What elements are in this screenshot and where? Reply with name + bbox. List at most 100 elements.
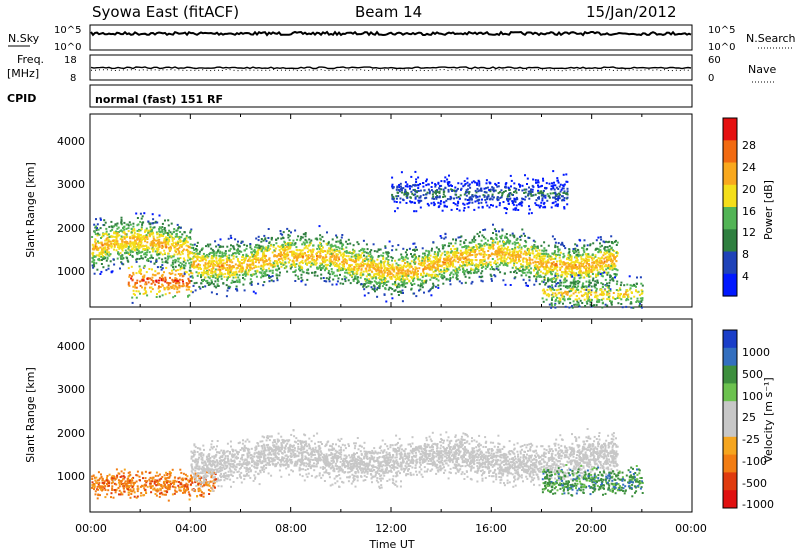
power-cell-642 [355,265,358,268]
power-cell-3533 [483,243,486,246]
power-cell-8 [131,251,134,253]
power-cell-1921 [251,255,254,258]
power-cell-4454 [402,264,405,267]
power-cell-4411 [316,257,318,260]
power-cell-4141 [246,260,249,262]
power-cell-1670 [182,248,185,251]
power-cell-3508 [294,242,297,245]
power-cell-687 [181,252,184,255]
power-cell-2798 [181,243,184,246]
power-cell-3201 [474,271,477,274]
power-cell-1948 [567,252,570,255]
power-cell-3905 [611,241,613,244]
power-cell-2969 [564,268,567,271]
power-cell-882 [435,278,438,281]
power-cell-3618 [380,261,383,264]
power-cell-2364 [575,268,578,271]
power-cell-3791 [253,257,256,260]
power-cell-3837 [599,265,602,268]
power-cell-4315 [232,245,235,248]
power-cell-3650 [106,256,109,259]
power-cell-3001 [352,251,355,254]
power-cell-4103 [570,265,573,268]
power-cell-1384 [262,253,264,255]
power-cell-423 [429,265,432,268]
power-cell-4004 [398,258,401,261]
power-cell-4388 [298,266,301,269]
power-cell-254 [373,250,376,253]
power-cell-3342 [212,253,215,256]
power-cell-1106 [205,280,208,283]
power-cell-4127 [120,219,123,222]
power-cell-3263 [522,268,524,271]
power-cell-1904 [570,257,573,260]
power-cell-2764 [385,251,388,254]
power-cell-2204 [543,267,546,270]
power-cell-4287 [329,260,332,263]
power-cell-4926 [462,185,465,188]
power-cell-3495 [195,264,198,267]
power-cell-4284 [427,250,430,253]
power-cell-4479 [273,264,276,267]
power-cell-3860 [156,221,159,224]
power-cell-2951 [326,231,328,234]
power-cell-4365 [193,265,196,268]
power-cell-1748 [244,270,247,273]
power-cell-3337 [126,257,129,260]
power-cell-1734 [101,233,104,236]
power-cell-4570 [241,267,244,270]
power-cell-1844 [328,280,331,283]
power-cell-4505 [564,270,567,273]
power-cell-280 [430,294,433,297]
power-cell-2625 [146,259,148,262]
power-cell-1320 [507,256,509,259]
power-cell-2441 [416,248,418,251]
power-cell-4810 [167,284,170,286]
power-cell-2896 [350,274,353,277]
power-cell-1000 [579,274,582,277]
power-cell-1430 [161,226,164,229]
power-cell-4502 [132,225,135,228]
power-cell-3714 [515,267,518,270]
power-cell-857 [461,246,464,249]
power-cell-1752 [287,236,290,239]
power-cell-566 [557,250,560,253]
power-cell-2682 [147,231,150,234]
power-cell-1060 [222,259,225,262]
power-cell-1824 [596,263,599,266]
power-cell-1302 [434,253,437,256]
power-cell-633 [122,245,125,248]
power-cell-3735 [214,272,217,275]
power-cell-1919 [574,243,577,246]
power-cell-814 [556,254,559,256]
power-cell-3412 [200,256,203,259]
power-cell-3715 [561,273,564,276]
power-cell-3209 [206,256,209,259]
power-cell-1788 [528,261,531,264]
power-cell-3440 [380,263,383,266]
power-cell-4310 [119,256,122,259]
power-cell-306 [531,250,534,252]
power-cell-2260 [512,255,515,258]
power-cell-1723 [581,284,584,287]
power-cell-2740 [400,280,403,283]
power-cell-4797 [128,275,131,278]
power-cell-2949 [540,252,543,255]
power-cell-3693 [446,266,449,268]
power-cell-2652 [565,271,568,274]
power-cell-2079 [158,230,161,233]
power-cell-3049 [119,243,122,246]
power-cell-3699 [567,272,570,275]
power-cell-4267 [313,271,316,274]
power-cell-3662 [406,269,409,272]
power-cell-4217 [434,274,436,277]
power-cell-3754 [386,267,389,270]
power-cell-4641 [176,288,179,291]
power-cell-3586 [379,248,382,251]
power-cell-4089 [131,234,134,237]
cpid-label: CPID [7,92,36,105]
power-cell-2603 [155,258,158,261]
power-cell-3193 [546,255,549,258]
power-cell-4793 [139,280,142,283]
power-cell-2800 [235,267,238,270]
